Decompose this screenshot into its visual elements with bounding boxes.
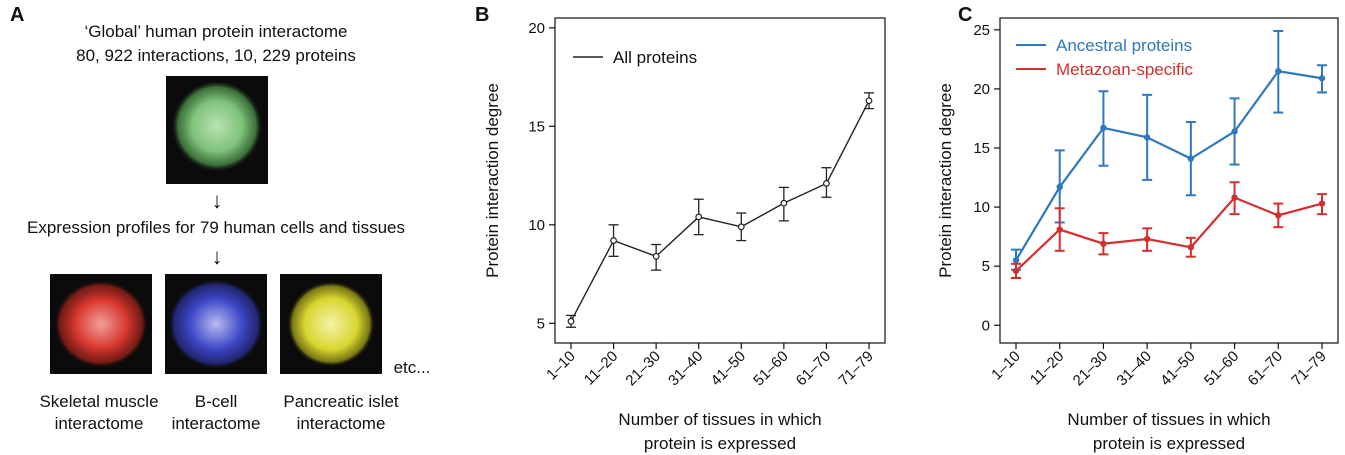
global-network-image [166, 76, 268, 184]
x-tick-label: 71–79 [1288, 348, 1330, 390]
tissue-label-line2: interactome [296, 414, 386, 433]
data-point [1187, 155, 1195, 162]
x-tick-label: 11–20 [581, 348, 622, 389]
x-tick-label: 11–20 [1027, 348, 1068, 389]
x-tick-label: 41–50 [1157, 348, 1199, 390]
tissue-label-line1: B-cell [194, 392, 238, 411]
panel-b-letter: B [475, 4, 490, 26]
panel-a-letter: A [10, 4, 25, 26]
y-tick-label: 25 [973, 22, 990, 39]
series-line [1015, 69, 1323, 261]
pancreatic-islet-network-image [280, 274, 382, 374]
plot-frame [999, 17, 1339, 344]
b-cell-cloud [168, 279, 264, 369]
x-axis-title-line1: Number of tissues in which [618, 410, 821, 429]
tissue-label-line1: Pancreatic islet [283, 392, 399, 411]
data-point [1318, 75, 1326, 82]
legend-label: Ancestral proteins [1056, 36, 1192, 55]
x-tick-label: 51–60 [1201, 348, 1243, 390]
legend-label: Metazoan-specific [1056, 60, 1194, 79]
global-network-cloud [171, 82, 263, 174]
tissue-label-line2: interactome [171, 414, 261, 433]
x-tick-label: 31–40 [1113, 348, 1155, 390]
global-interactome-stats: 80, 922 interactions, 10, 229 proteins [76, 46, 356, 65]
plot-frame [554, 17, 886, 344]
data-point [737, 223, 745, 231]
x-axis-title-line2: protein is expressed [1093, 434, 1245, 453]
y-tick-label: 20 [973, 81, 990, 98]
x-tick-label: 1–10 [988, 348, 1024, 384]
panel-c-letter: C [958, 4, 973, 26]
x-tick-label: 21–30 [1070, 348, 1112, 390]
x-axis-title-line1: Number of tissues in which [1067, 410, 1270, 429]
pancreatic-islet-cloud [287, 281, 375, 367]
y-tick-label: 20 [528, 20, 545, 37]
tissue-label-line1: Skeletal muscle [39, 392, 159, 411]
x-tick-label: 31–40 [665, 348, 707, 390]
legend-label: All proteins [613, 48, 697, 67]
x-tick-label: 41–50 [708, 348, 750, 390]
arrow-down-icon: ↓ [211, 244, 223, 269]
data-point [610, 237, 617, 244]
data-point [1100, 124, 1107, 132]
data-point [1143, 235, 1151, 243]
data-point [865, 97, 873, 105]
x-axis-title-line2: protein is expressed [644, 434, 796, 453]
data-point [652, 252, 660, 260]
data-point [1318, 200, 1326, 207]
y-axis-title: Protein interaction degree [936, 83, 955, 278]
series-line [1015, 196, 1323, 272]
y-tick-label: 10 [973, 199, 990, 216]
arrow-down-icon: ↓ [211, 188, 223, 213]
data-point [1187, 244, 1195, 251]
skeletal-muscle-cloud [54, 280, 148, 368]
global-interactome-title: ‘Global’ human protein interactome [84, 22, 348, 41]
y-tick-label: 5 [537, 315, 545, 332]
x-tick-label: 51–60 [750, 348, 792, 390]
data-point [1056, 183, 1063, 191]
data-point [1056, 226, 1063, 233]
data-point [1275, 67, 1282, 75]
data-point [823, 180, 830, 187]
data-point [1100, 240, 1107, 247]
x-tick-label: 1–10 [543, 348, 579, 384]
y-tick-label: 10 [528, 217, 545, 234]
data-point [1012, 267, 1020, 275]
y-tick-label: 15 [528, 118, 545, 135]
y-tick-label: 0 [982, 317, 990, 334]
data-point [1231, 194, 1238, 201]
data-point [1231, 128, 1238, 135]
x-tick-label: 71–79 [835, 348, 877, 390]
x-tick-label: 61–70 [1245, 348, 1287, 390]
data-point [1012, 257, 1020, 264]
expression-profiles-text: Expression profiles for 79 human cells a… [27, 218, 405, 237]
b-cell-network-image [165, 274, 267, 374]
etc-label: etc... [393, 358, 431, 377]
x-tick-label: 61–70 [793, 348, 835, 390]
x-tick-label: 21–30 [622, 348, 664, 390]
data-point [780, 199, 788, 207]
data-point [1143, 134, 1151, 141]
series-line [570, 100, 870, 322]
data-point [567, 317, 575, 325]
tissue-label-line2: interactome [54, 414, 144, 433]
y-axis-title: Protein interaction degree [483, 83, 502, 278]
y-tick-label: 5 [982, 258, 990, 275]
data-point [695, 213, 703, 221]
data-point [1275, 212, 1282, 219]
skeletal-muscle-network-image [50, 274, 152, 374]
y-tick-label: 15 [973, 140, 990, 157]
